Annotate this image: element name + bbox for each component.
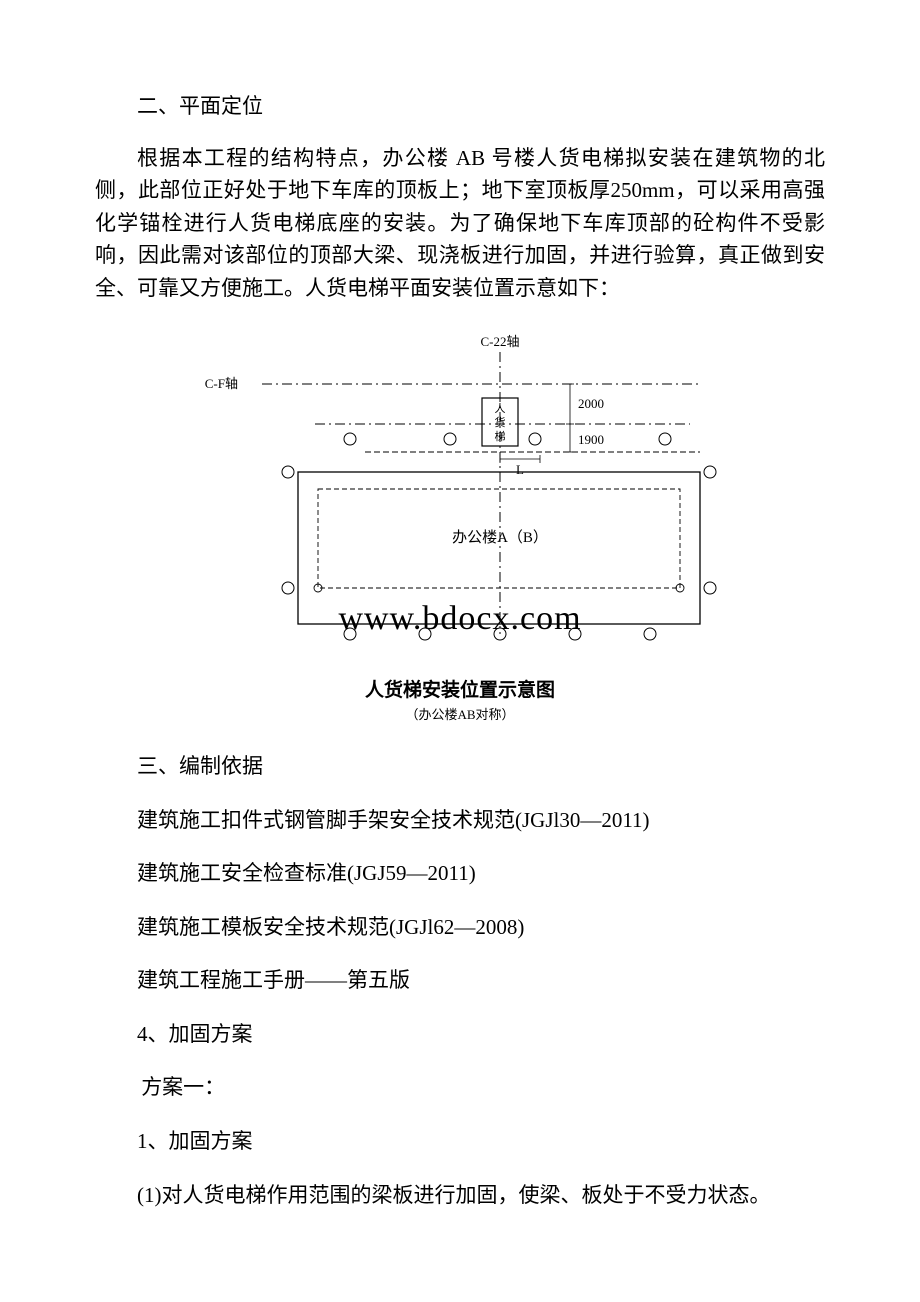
section-3-heading: 三、编制依据 [95, 751, 825, 783]
dim-2000: 2000 [578, 396, 604, 411]
elevator-label-3: 梯 [495, 430, 506, 443]
ref-item-3: 建筑工程施工手册——第五版 [95, 965, 825, 997]
layout-diagram: www.bdocx.com C-22轴 C-F轴 人 货 梯 2000 1900… [200, 334, 720, 664]
section-4-heading: 4、加固方案 [95, 1019, 825, 1051]
diagram-subtitle: （办公楼AB对称） [95, 704, 825, 723]
section-2-heading: 二、平面定位 [95, 90, 825, 124]
diagram-container: www.bdocx.com C-22轴 C-F轴 人 货 梯 2000 1900… [95, 334, 825, 723]
ref-item-1: 建筑施工安全检查标准(JGJ59—2011) [95, 858, 825, 890]
elevator-label-1: 人 [495, 402, 506, 415]
ref-item-0: 建筑施工扣件式钢管脚手架安全技术规范(JGJl30—2011) [95, 805, 825, 837]
scheme-1-label: 方案一： [95, 1072, 825, 1104]
diagram-title: 人货梯安装位置示意图 [95, 675, 825, 702]
section-2-paragraph: 根据本工程的结构特点，办公楼 AB 号楼人货电梯拟安装在建筑物的北侧，此部位正好… [95, 142, 825, 305]
watermark-text: www.bdocx.com [338, 600, 581, 637]
axis-cf-label: C-F轴 [205, 376, 238, 391]
section-4-sub-heading: 1、加固方案 [95, 1126, 825, 1158]
elevator-label-2: 货 [495, 415, 506, 429]
dim-1900: 1900 [578, 432, 604, 447]
axis-c22-label: C-22轴 [480, 334, 519, 349]
dim-l: L [516, 462, 524, 477]
ref-item-2: 建筑施工模板安全技术规范(JGJl62—2008) [95, 912, 825, 944]
building-label: 办公楼A（B） [452, 529, 548, 546]
scheme-1-item-1: (1)对人货电梯作用范围的梁板进行加固，使梁、板处于不受力状态。 [95, 1179, 825, 1212]
